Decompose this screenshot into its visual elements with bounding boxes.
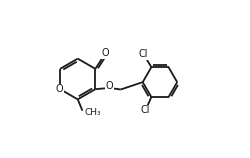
Text: O: O	[56, 84, 63, 94]
Text: CH₃: CH₃	[84, 108, 100, 117]
Text: O: O	[105, 81, 113, 91]
Text: Cl: Cl	[138, 49, 147, 59]
Text: O: O	[101, 48, 109, 58]
Text: Cl: Cl	[140, 105, 149, 115]
